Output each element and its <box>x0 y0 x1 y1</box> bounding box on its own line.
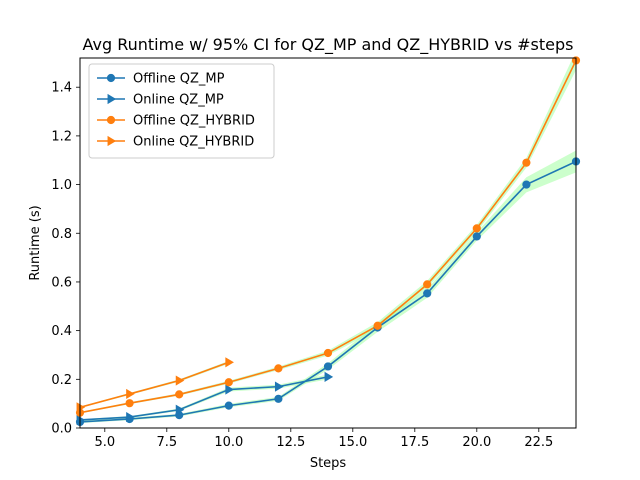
legend-marker-online-qz-mp <box>107 93 117 105</box>
y-axis-ticks: 0.0 0.2 0.4 0.6 0.8 1.0 1.2 1.4 <box>51 81 80 437</box>
data-point-offline-qz-hybrid <box>224 378 233 387</box>
legend-label-offline-qz-hybrid: Offline QZ_HYBRID <box>133 114 255 129</box>
legend: Offline QZ_MP Online QZ_MP Offline QZ_HYBR… <box>88 63 275 159</box>
data-point-online-qz-hybrid <box>76 402 86 413</box>
x-tick-label: 20.0 <box>462 435 491 450</box>
y-tick-label: 1.2 <box>51 129 72 144</box>
y-tick-label: 1.4 <box>51 81 72 96</box>
data-point-offline-qz-mp <box>224 401 233 410</box>
data-point-online-qz-mp <box>126 411 135 423</box>
y-tick-label: 0.2 <box>51 373 72 388</box>
y-tick-label: 1.0 <box>51 178 72 193</box>
x-tick-label: 22.5 <box>524 435 553 450</box>
y-tick-label: 0.4 <box>51 324 72 339</box>
data-point-offline-qz-mp <box>323 362 333 371</box>
x-tick-label: 10.0 <box>214 435 243 450</box>
data-point-offline-qz-hybrid <box>323 348 333 358</box>
data-point-offline-qz-hybrid <box>125 399 134 408</box>
data-point-online-qz-mp <box>324 371 334 382</box>
x-tick-label: 7.5 <box>156 435 177 450</box>
legend-marker-offline-qz-mp <box>106 73 116 83</box>
y-tick-label: 0.8 <box>51 227 72 242</box>
data-point-offline-qz-hybrid <box>423 280 432 289</box>
series-line-online-qz-hybrid <box>80 361 230 409</box>
x-axis-label: Steps <box>310 456 347 471</box>
series-line-online-qz-mp <box>80 376 329 421</box>
plot-frame <box>79 57 577 429</box>
x-tick-label: 15.0 <box>338 435 367 450</box>
data-point-online-qz-hybrid <box>225 357 234 368</box>
y-tick-label: 0.0 <box>51 422 72 437</box>
data-point-online-qz-hybrid <box>175 375 185 386</box>
data-point-offline-qz-hybrid <box>373 321 382 330</box>
data-point-offline-qz-hybrid <box>274 364 283 373</box>
y-tick-label: 0.6 <box>51 275 72 290</box>
y-axis-label: Runtime (s) <box>28 205 43 280</box>
x-tick-label: 5.0 <box>94 435 115 450</box>
data-point-offline-qz-mp <box>274 394 283 403</box>
legend-marker-online-qz-hybrid <box>107 135 117 147</box>
data-point-offline-qz-hybrid <box>175 390 184 399</box>
series-line-offline-qz-mp <box>80 160 576 423</box>
chart-title: Avg Runtime w/ 95% CI for QZ_MP and QZ_H… <box>82 35 573 55</box>
data-point-online-qz-mp <box>175 404 185 415</box>
data-point-offline-qz-hybrid <box>522 158 531 167</box>
legend-label-offline-qz-mp: Offline QZ_MP <box>133 72 225 87</box>
x-axis-ticks: 5.0 7.5 10.0 12.5 15.0 17.5 20.0 22.5 <box>94 428 553 450</box>
data-point-online-qz-mp <box>274 381 284 392</box>
data-point-offline-qz-mp <box>522 180 531 189</box>
data-point-online-qz-hybrid <box>126 388 135 399</box>
legend-marker-offline-qz-hybrid <box>106 115 116 125</box>
data-point-online-qz-mp <box>225 384 234 395</box>
ci-band-online-qz-mp <box>80 374 328 421</box>
x-tick-label: 12.5 <box>276 435 305 450</box>
data-point-offline-qz-mp <box>423 289 432 298</box>
data-point-offline-qz-mp <box>472 232 481 241</box>
legend-box <box>88 63 275 159</box>
data-point-offline-qz-hybrid <box>472 224 481 233</box>
data-point-online-qz-mp <box>76 414 86 426</box>
legend-label-online-qz-hybrid: Online QZ_HYBRID <box>133 135 254 150</box>
x-tick-label: 17.5 <box>400 435 429 450</box>
legend-label-online-qz-mp: Online QZ_MP <box>133 93 224 108</box>
